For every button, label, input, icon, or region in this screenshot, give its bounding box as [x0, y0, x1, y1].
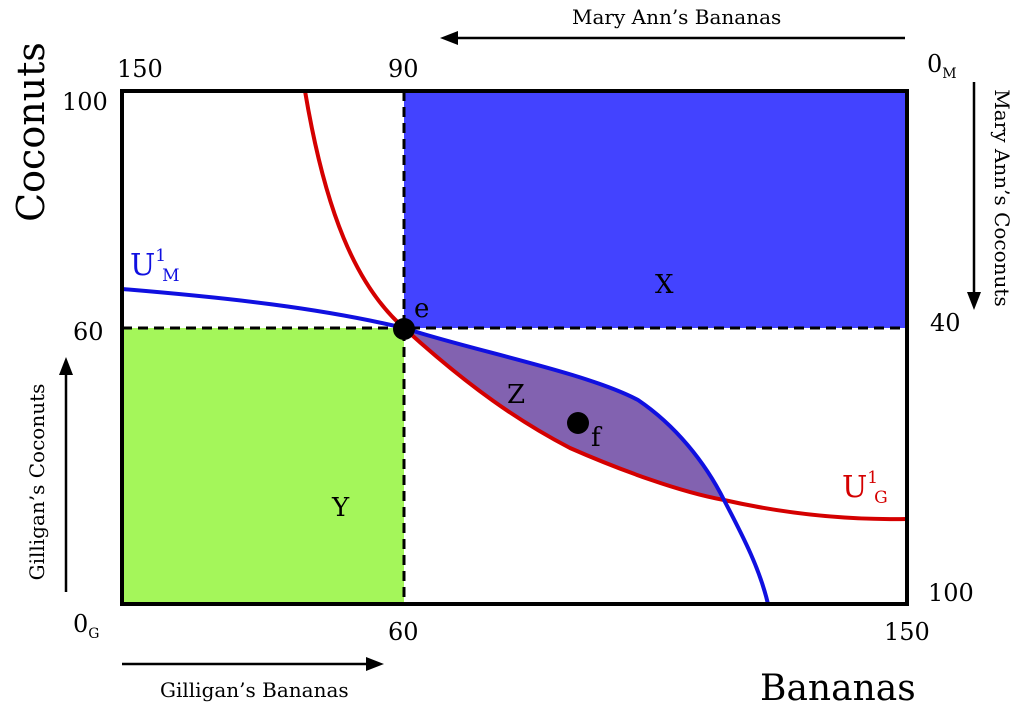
- bottom-tick-150: 150: [884, 618, 930, 646]
- bottom-direction-arrow: [122, 657, 384, 671]
- region-x: [404, 91, 907, 328]
- u-gilligan-label-main: U: [842, 470, 867, 505]
- region-y: [122, 328, 404, 604]
- x-axis-title: Bananas: [760, 668, 916, 709]
- left-tick-60: 60: [73, 318, 104, 346]
- u-maryann-label: U1 M: [130, 246, 180, 286]
- right-direction-arrow: [967, 82, 981, 310]
- region-z-label: Z: [507, 380, 525, 410]
- top-direction-arrow: [440, 31, 905, 45]
- u-maryann-label-main: U: [130, 248, 155, 283]
- right-tick-100: 100: [928, 579, 974, 607]
- edgeworth-box-border: [120, 89, 909, 606]
- region-z: [404, 328, 724, 500]
- u-gilligan-label-sup: 1: [867, 468, 878, 488]
- bottom-axis-title: Gilligan’s Bananas: [160, 678, 349, 702]
- endowment-point-e: [393, 318, 415, 340]
- endowment-point-label: e: [414, 294, 429, 324]
- origin-gilligan: 0G: [73, 610, 99, 642]
- origin-maryann-sub: M: [942, 66, 956, 82]
- region-y-label: Y: [331, 493, 350, 523]
- origin-maryann: 0M: [927, 50, 957, 82]
- top-tick-90: 90: [388, 55, 419, 83]
- region-x-label: X: [655, 270, 674, 300]
- right-tick-40: 40: [930, 309, 961, 337]
- u-gilligan-curve: [303, 90, 908, 522]
- origin-maryann-main: 0: [927, 50, 942, 78]
- origin-gilligan-main: 0: [73, 610, 88, 638]
- point-f-label: f: [591, 423, 603, 453]
- u-gilligan-label: U1 G: [842, 468, 888, 508]
- u-maryann-curve: [121, 287, 770, 605]
- right-axis-title: Mary Ann’s Coconuts: [990, 89, 1014, 306]
- left-tick-100: 100: [62, 88, 108, 116]
- u-maryann-label-sup: 1: [155, 246, 166, 266]
- left-direction-arrow: [59, 357, 73, 592]
- left-axis-title: Gilligan’s Coconuts: [25, 384, 49, 581]
- point-f: [567, 412, 589, 434]
- top-tick-150: 150: [117, 55, 163, 83]
- origin-gilligan-sub: G: [88, 626, 99, 642]
- y-axis-title: Coconuts: [9, 42, 53, 222]
- top-axis-title: Mary Ann’s Bananas: [572, 5, 781, 29]
- u-maryann-label-sub: M: [162, 266, 179, 286]
- u-gilligan-label-sub: G: [874, 488, 888, 508]
- bottom-tick-60: 60: [388, 618, 419, 646]
